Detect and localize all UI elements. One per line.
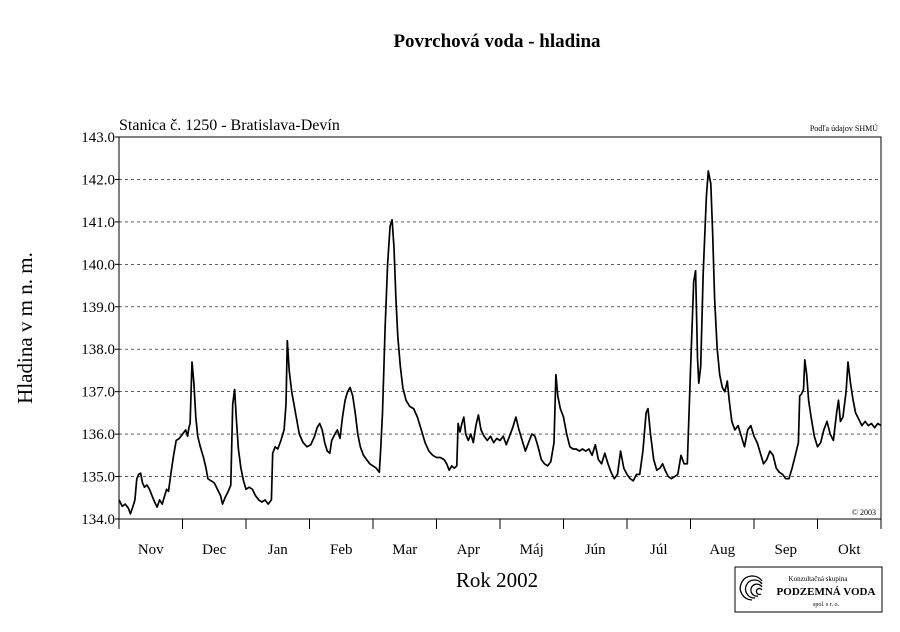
x-tick-label: Nov	[138, 542, 164, 558]
company-logo: Konzultačná skupina PODZEMNÁ VODA spol. …	[734, 566, 883, 613]
x-tick-label: Máj	[520, 542, 544, 558]
logo-spiral-icon	[739, 575, 763, 601]
x-tick-label: Jún	[585, 542, 606, 558]
x-tick-label: Apr	[457, 542, 480, 558]
y-tick-label: 142.0	[81, 172, 115, 188]
x-axis-label: Rok 2002	[456, 568, 538, 592]
x-tick-label: Mar	[392, 542, 417, 558]
series-group	[118, 170, 882, 515]
y-tick-label: 135.0	[81, 470, 115, 486]
logo-line-1: Konzultačná skupina	[789, 575, 849, 583]
series-line	[118, 170, 882, 515]
y-tick-label: 136.0	[81, 427, 115, 443]
source-note: Podľa údajov SHMÚ	[810, 123, 878, 133]
x-axis-ticks: Nov Dec Jan Feb Mar Apr Máj Jún Júl Aug Sep Okt	[118, 519, 882, 558]
logo-line-2: PODZEMNÁ VODA	[777, 586, 876, 598]
copyright-note: © 2003	[852, 508, 876, 517]
y-axis-label: Hladina v m n. m.	[13, 252, 37, 404]
y-tick-label: 138.0	[81, 342, 115, 358]
y-tick-label: 137.0	[81, 385, 115, 401]
y-tick-label: 140.0	[81, 257, 115, 273]
y-tick-label: 141.0	[81, 215, 115, 231]
x-tick-label: Sep	[775, 542, 798, 558]
plot-frame	[118, 136, 882, 520]
chart-title: Povrchová voda - hladina	[393, 31, 601, 52]
logo-line-3: spol. s r. o.	[813, 602, 840, 608]
x-tick-label: Jan	[268, 542, 288, 558]
y-axis-ticks: 134.0 135.0 136.0 137.0 138.0 139.0 140.0 141.0…	[81, 130, 119, 528]
y-tick-label: 143.0	[81, 130, 115, 146]
grid-lines	[119, 179, 881, 477]
station-label: Stanica č. 1250 - Bratislava-Devín	[119, 117, 340, 134]
x-tick-label: Dec	[202, 542, 226, 558]
x-tick-label: Feb	[330, 542, 353, 558]
y-tick-label: 134.0	[81, 512, 115, 528]
y-tick-label: 139.0	[81, 300, 115, 316]
x-tick-label: Júl	[650, 542, 668, 558]
x-tick-label: Aug	[709, 542, 735, 558]
x-tick-label: Okt	[838, 542, 861, 558]
